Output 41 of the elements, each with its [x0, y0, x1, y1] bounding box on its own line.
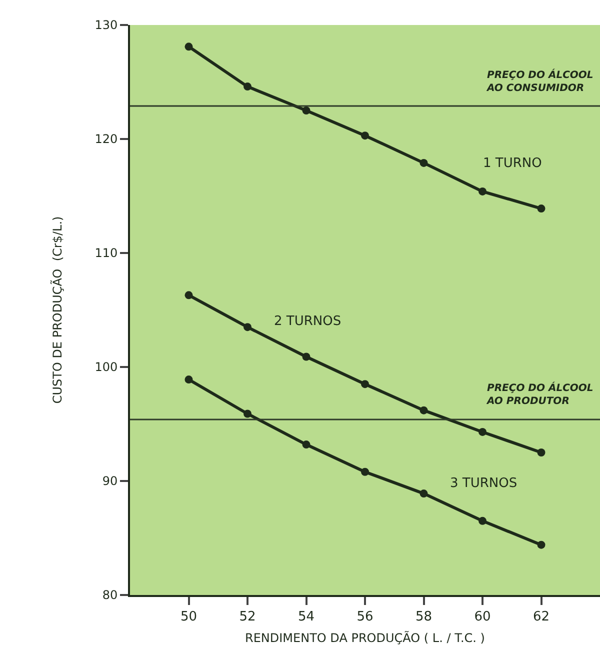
point	[361, 380, 369, 388]
y-tick-label: 130	[94, 18, 118, 32]
ref-line-label: PREÇO DO ÁLCOOL AO PRODUTOR	[486, 381, 594, 407]
point	[478, 428, 486, 436]
series-label: 1 TURNO	[483, 156, 542, 171]
point	[478, 187, 486, 196]
y-tick-label: 120	[94, 132, 118, 146]
point	[361, 468, 369, 476]
point	[420, 490, 428, 498]
point	[361, 132, 369, 140]
y-tick-label: 90	[102, 474, 118, 488]
series-label: 2 TURNOS	[274, 314, 342, 329]
point	[184, 291, 193, 300]
point	[184, 42, 193, 51]
point	[420, 406, 428, 414]
x-tick-label: 56	[356, 610, 374, 625]
point	[244, 410, 252, 418]
y-tick-label: 110	[94, 246, 118, 260]
point	[302, 440, 310, 449]
y-tick-label: 80	[102, 588, 118, 602]
point	[478, 516, 486, 525]
point	[537, 540, 546, 549]
y-axis-title: CUSTO DE PRODUÇÃO (Cr$/L.)	[49, 216, 64, 404]
x-tick-label: 52	[239, 610, 256, 625]
point	[184, 376, 193, 384]
point	[302, 352, 310, 361]
point	[420, 158, 428, 167]
x-tick-label: 62	[532, 610, 550, 625]
point	[244, 82, 252, 91]
x-tick-label: 50	[180, 610, 198, 625]
point	[537, 204, 546, 213]
point	[302, 106, 310, 114]
ref-line-label: PREÇO DO ÁLCOOL AO CONSUMIDOR	[486, 68, 594, 94]
point	[244, 323, 252, 332]
y-tick-label: 100	[94, 360, 118, 374]
x-tick-label: 54	[298, 610, 315, 625]
x-tick-label: 60	[474, 610, 491, 625]
point	[537, 448, 546, 456]
x-tick-label: 58	[415, 610, 432, 625]
x-axis-title: RENDIMENTO DA PRODUÇÃO ( L. / T.C. )	[245, 630, 485, 645]
series-label: 3 TURNOS	[450, 476, 518, 491]
